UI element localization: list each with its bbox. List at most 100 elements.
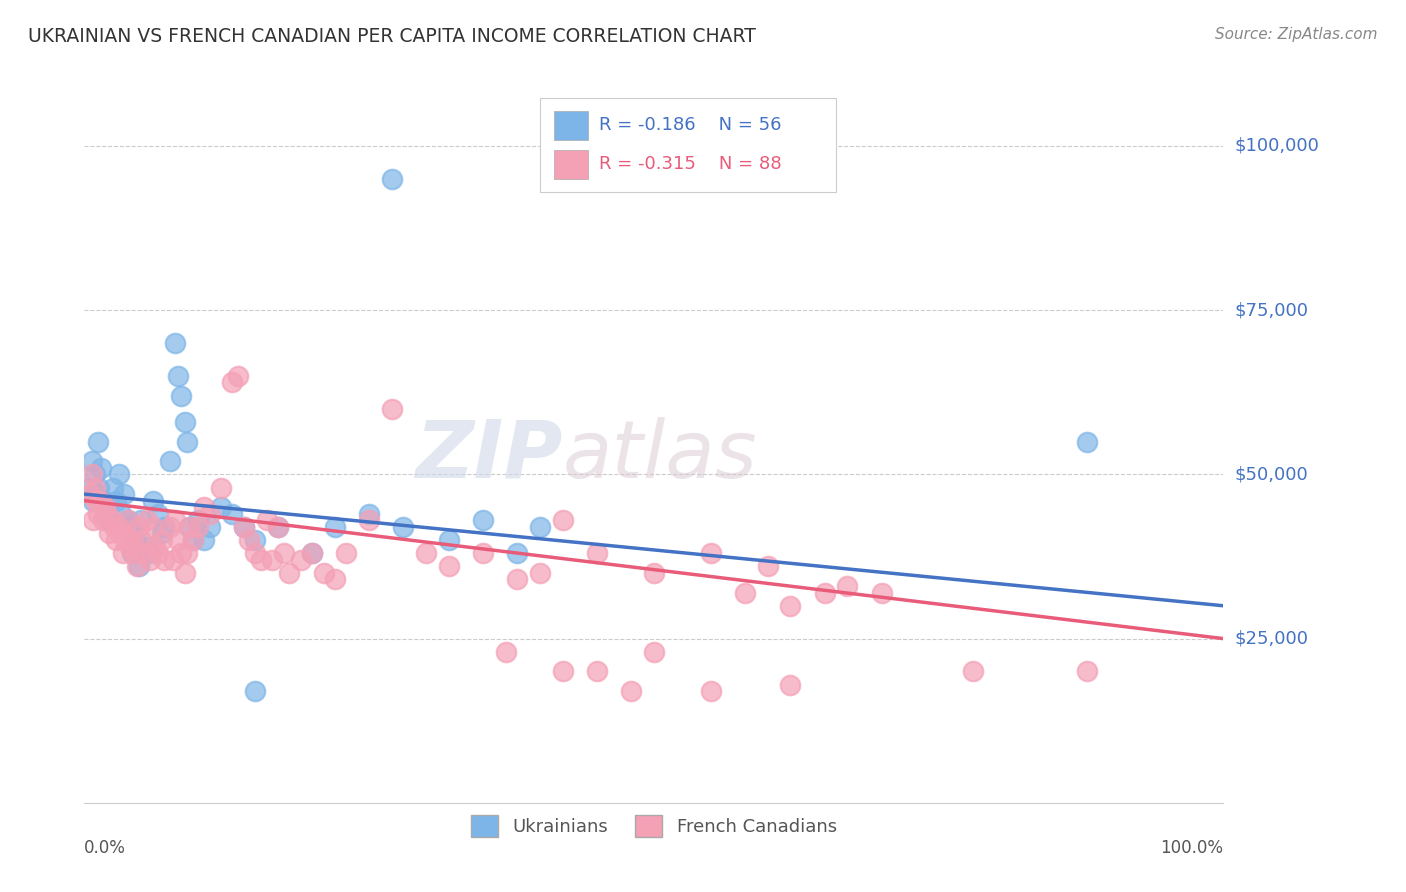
Point <box>221 507 243 521</box>
Point <box>105 493 128 508</box>
Point <box>84 493 107 508</box>
Point <box>176 546 198 560</box>
Point <box>136 513 159 527</box>
Point <box>472 513 495 527</box>
Text: atlas: atlas <box>562 417 758 495</box>
Point <box>139 546 162 560</box>
Point <box>278 566 301 580</box>
Point <box>82 454 104 468</box>
Text: $25,000: $25,000 <box>1234 630 1309 648</box>
Point <box>437 559 460 574</box>
Point <box>962 665 984 679</box>
Point <box>94 500 117 515</box>
Point <box>107 520 129 534</box>
Point <box>128 520 150 534</box>
Point <box>179 520 201 534</box>
Text: R = -0.186    N = 56: R = -0.186 N = 56 <box>599 116 782 134</box>
Point <box>173 415 195 429</box>
Point <box>79 487 101 501</box>
Point <box>506 573 529 587</box>
Text: R = -0.315    N = 88: R = -0.315 N = 88 <box>599 155 782 173</box>
Point <box>83 481 105 495</box>
Point <box>267 520 290 534</box>
Point <box>83 467 105 482</box>
Point <box>193 500 215 515</box>
Point <box>118 520 141 534</box>
Point <box>84 487 107 501</box>
Point <box>198 507 221 521</box>
Point <box>125 559 148 574</box>
Point <box>1076 434 1098 449</box>
Point <box>323 520 346 534</box>
Point <box>112 546 135 560</box>
Point <box>124 546 146 560</box>
Point <box>173 566 195 580</box>
Point <box>165 336 187 351</box>
Point <box>105 533 128 547</box>
Point <box>87 507 110 521</box>
Point <box>245 684 267 698</box>
Point <box>148 546 170 560</box>
Point <box>118 540 141 554</box>
Point <box>121 533 143 547</box>
Point <box>91 493 114 508</box>
Point <box>101 481 124 495</box>
Point <box>128 559 150 574</box>
FancyBboxPatch shape <box>540 98 837 193</box>
Text: 0.0%: 0.0% <box>84 838 127 857</box>
Point <box>529 566 551 580</box>
Point <box>586 546 609 560</box>
Point <box>232 520 254 534</box>
Point <box>82 513 104 527</box>
Point <box>142 520 165 534</box>
Point <box>159 520 181 534</box>
Point <box>98 526 121 541</box>
Point <box>150 526 173 541</box>
Point <box>100 513 122 527</box>
Point <box>256 513 278 527</box>
Point <box>166 533 188 547</box>
Point <box>262 553 284 567</box>
Point <box>1076 665 1098 679</box>
Point <box>779 677 801 691</box>
Point <box>96 500 118 515</box>
Point <box>700 546 723 560</box>
Point <box>139 553 162 567</box>
Point <box>495 645 517 659</box>
Point <box>187 513 209 527</box>
Point <box>381 401 404 416</box>
Point <box>114 533 136 547</box>
Point <box>117 513 139 527</box>
Point <box>392 520 415 534</box>
Point <box>209 481 232 495</box>
Point <box>176 434 198 449</box>
Point <box>415 546 437 560</box>
Text: ZIP: ZIP <box>415 417 562 495</box>
Point <box>98 513 121 527</box>
Point <box>359 513 381 527</box>
Point <box>91 513 114 527</box>
Point <box>181 533 204 547</box>
Point <box>165 513 187 527</box>
Text: Source: ZipAtlas.com: Source: ZipAtlas.com <box>1215 27 1378 42</box>
Point <box>166 368 188 383</box>
Point <box>170 388 193 402</box>
Point <box>814 585 837 599</box>
Text: $100,000: $100,000 <box>1234 137 1319 155</box>
Point <box>124 533 146 547</box>
Point <box>136 540 159 554</box>
Point <box>170 546 193 560</box>
Point <box>301 546 323 560</box>
Point <box>250 553 273 567</box>
Point <box>551 665 574 679</box>
Point <box>756 559 779 574</box>
Point <box>779 599 801 613</box>
Point <box>187 520 209 534</box>
Point <box>82 493 104 508</box>
Point <box>245 533 267 547</box>
Point <box>153 553 176 567</box>
Point <box>267 520 290 534</box>
Point <box>193 533 215 547</box>
Point <box>323 573 346 587</box>
Point <box>381 171 404 186</box>
